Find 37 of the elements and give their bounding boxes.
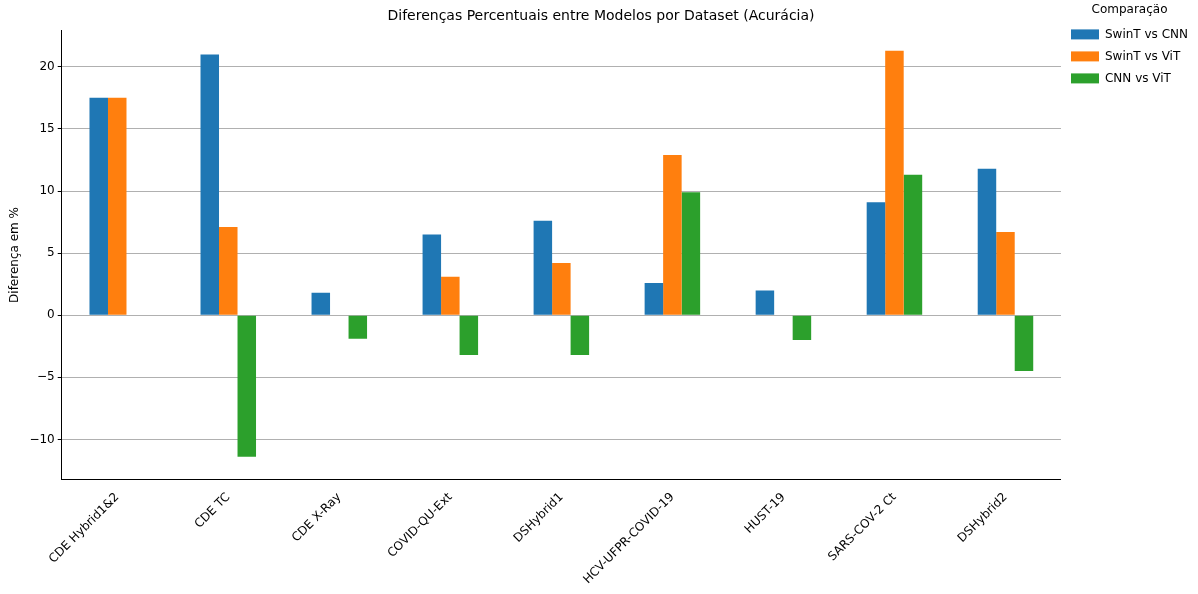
chart-title: Diferenças Percentuais entre Modelos por Dataset (Acurácia) [387, 7, 815, 24]
y-axis-title: Diferença em % [7, 207, 22, 303]
bar [903, 174, 923, 315]
bar [552, 263, 571, 315]
bar [459, 315, 479, 355]
y-tick-label: 15 [39, 121, 55, 136]
bar [107, 97, 127, 315]
bar [570, 315, 590, 355]
bar [219, 227, 238, 315]
bar [755, 290, 775, 315]
legend-label: SwinT vs ViT [1104, 48, 1181, 63]
bar [441, 276, 460, 315]
bar [422, 234, 442, 315]
bar [866, 202, 886, 315]
bar [644, 282, 664, 315]
bar [1014, 315, 1034, 372]
bar [89, 97, 108, 315]
bar [663, 155, 682, 315]
y-tick-label: 20 [39, 58, 55, 73]
bar [533, 220, 553, 315]
bar [681, 192, 701, 315]
bar [792, 315, 812, 341]
bar [348, 315, 368, 339]
y-tick-label: 10 [39, 183, 55, 198]
legend-label: CNN vs ViT [1104, 70, 1172, 85]
bar [237, 315, 257, 457]
legend-label: SwinT vs CNN [1104, 26, 1188, 41]
y-tick-label: 5 [47, 245, 55, 260]
y-tick-label: 0 [47, 307, 55, 322]
bar [977, 168, 997, 315]
bar [996, 232, 1015, 315]
bar [885, 50, 904, 315]
bar [200, 54, 220, 315]
y-tick-label: −10 [29, 431, 55, 446]
bar [311, 292, 331, 315]
legend-title: Comparação [1091, 2, 1168, 17]
y-tick-label: −5 [37, 369, 55, 384]
